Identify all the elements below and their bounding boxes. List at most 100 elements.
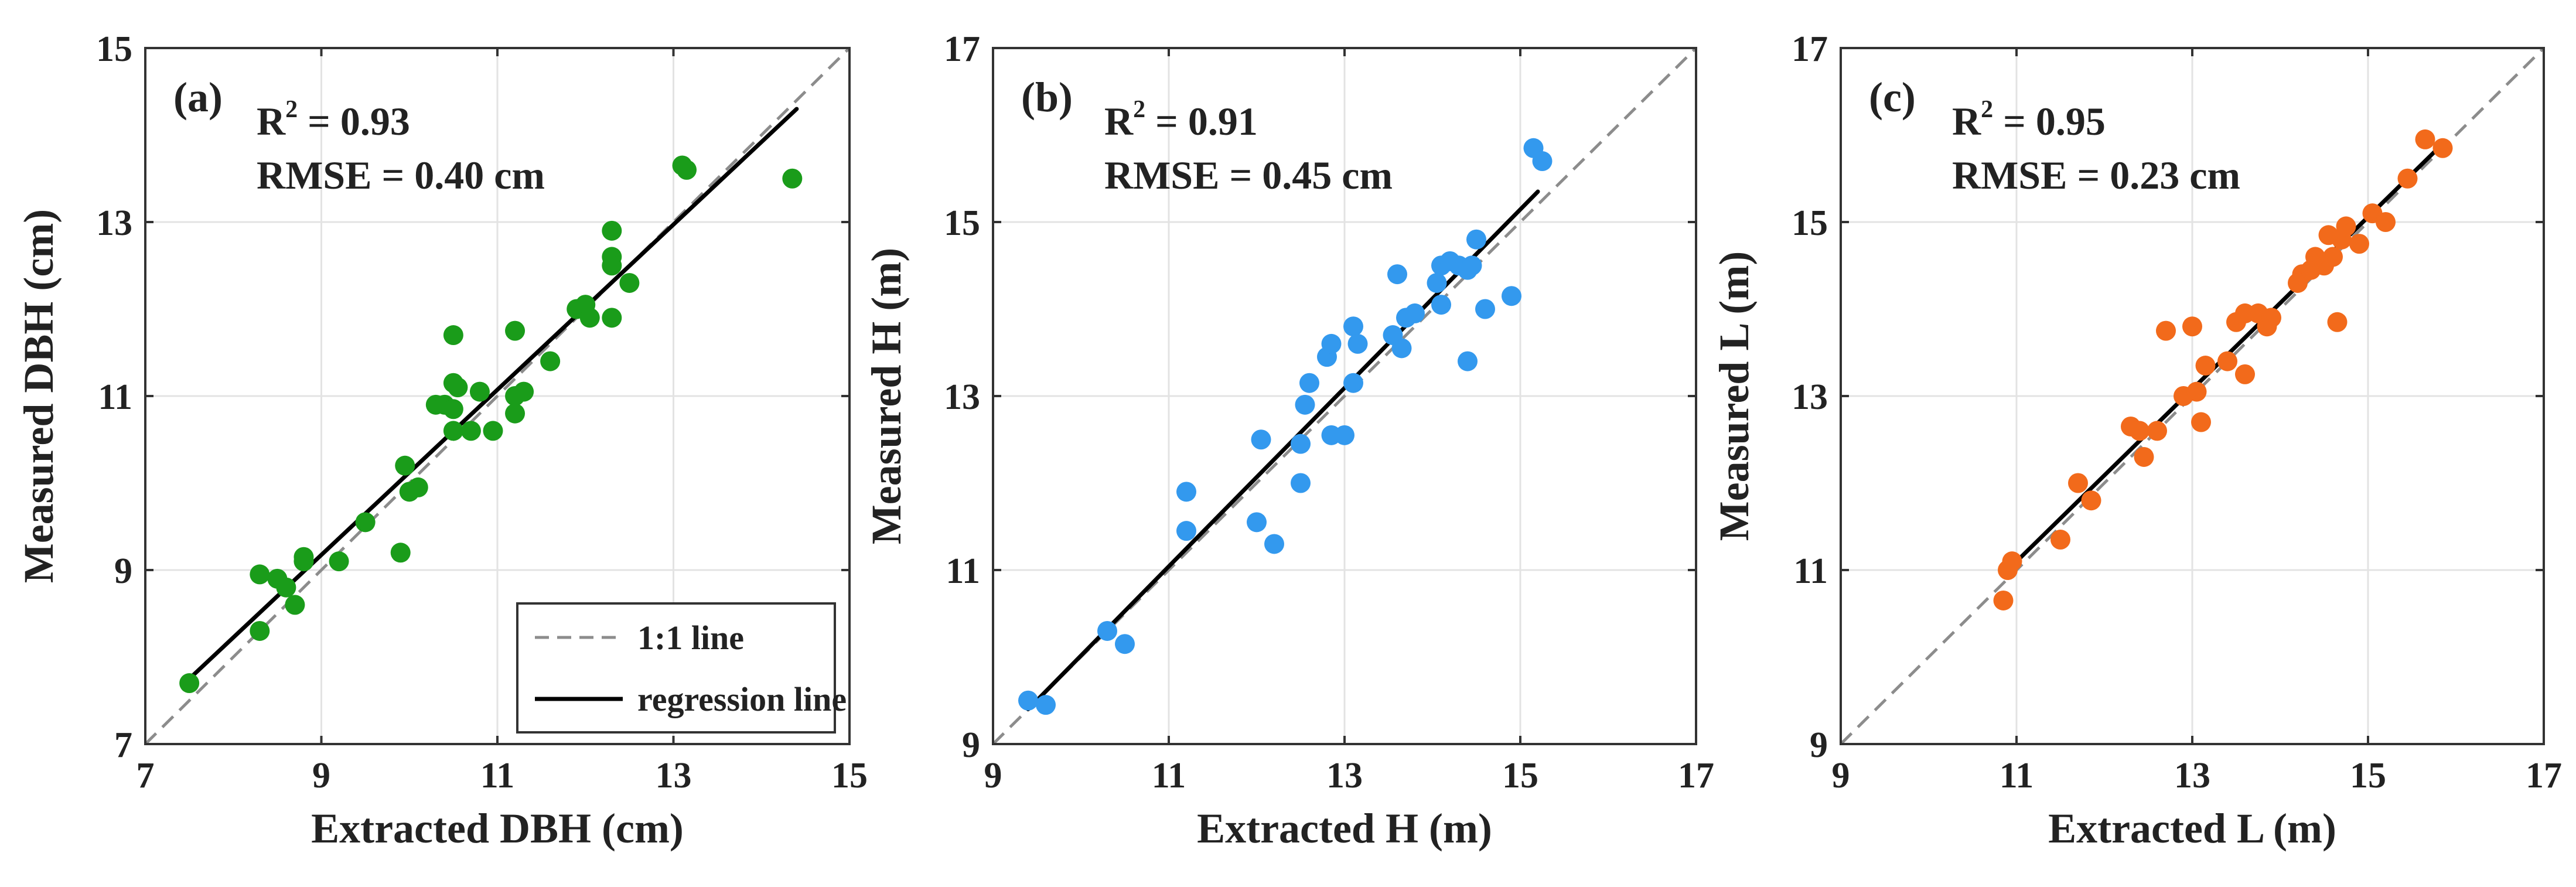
y-tick-label-a-1: 9	[114, 551, 132, 591]
data-point-b-31	[1458, 351, 1478, 371]
data-point-a-28	[540, 351, 561, 371]
panel-label-a: (a)	[173, 74, 223, 121]
data-point-b-0	[1018, 690, 1038, 711]
data-point-a-7	[294, 551, 314, 572]
data-point-b-14	[1321, 333, 1342, 354]
legend-label-a-1: regression line	[637, 680, 847, 718]
data-point-c-33	[2349, 234, 2369, 254]
y-tick-label-c-0: 9	[1810, 725, 1828, 765]
data-point-c-8	[2134, 446, 2154, 467]
data-point-a-33	[602, 255, 622, 276]
data-point-c-30	[2327, 312, 2348, 332]
x-tick-label-a-1: 9	[312, 756, 330, 796]
rmse-text-c: RMSE = 0.23 cm	[1952, 153, 2240, 197]
x-axis-label-a: Extracted DBH (cm)	[311, 805, 684, 852]
data-point-c-7	[2130, 421, 2149, 441]
y-tick-label-a-0: 7	[114, 725, 132, 765]
x-axis-label-b: Extracted H (m)	[1197, 805, 1492, 852]
data-point-a-13	[408, 477, 428, 497]
data-point-b-4	[1176, 482, 1196, 502]
data-point-b-8	[1264, 534, 1284, 554]
y-axis-label-c: Measured L (m)	[1711, 251, 1758, 541]
data-point-a-9	[355, 512, 376, 533]
data-point-a-10	[390, 543, 411, 563]
rmse-text-a: RMSE = 0.40 cm	[257, 153, 545, 197]
data-point-a-36	[619, 272, 640, 293]
data-point-c-12	[2182, 316, 2202, 337]
data-point-c-16	[2217, 351, 2237, 371]
y-tick-label-b-4: 17	[944, 29, 980, 69]
r-squared-value-c: = 0.95	[1993, 99, 2106, 144]
y-tick-label-b-1: 11	[946, 551, 980, 591]
data-point-a-2	[250, 620, 270, 641]
x-tick-label-a-4: 15	[831, 756, 868, 796]
data-point-b-37	[1532, 151, 1553, 172]
data-point-b-12	[1299, 373, 1319, 393]
data-point-b-2	[1097, 620, 1117, 641]
data-point-c-19	[2235, 364, 2255, 384]
r-squared-symbol-b: R	[1104, 99, 1134, 144]
r-squared-superscript-c: 2	[1981, 96, 1993, 123]
data-point-c-14	[2191, 412, 2211, 432]
data-point-b-35	[1502, 286, 1521, 306]
data-point-a-38	[677, 159, 697, 180]
data-point-b-25	[1427, 272, 1447, 293]
data-point-b-26	[1431, 295, 1451, 315]
one-to-one-line-b	[992, 47, 1697, 745]
data-point-a-31	[579, 308, 600, 328]
y-axis-label-b: Measured H (m)	[863, 248, 910, 545]
data-point-b-1	[1036, 695, 1056, 715]
data-point-b-17	[1343, 373, 1363, 393]
data-point-a-25	[505, 320, 526, 341]
y-tick-label-c-4: 17	[1792, 29, 1828, 69]
data-point-c-37	[2415, 129, 2435, 149]
data-point-c-15	[2195, 356, 2216, 376]
y-tick-label-b-2: 13	[944, 377, 980, 417]
data-point-c-3	[2050, 530, 2070, 550]
data-point-b-10	[1291, 434, 1311, 454]
panel-label-c: (c)	[1869, 74, 1916, 121]
data-point-a-11	[395, 455, 415, 476]
data-point-a-16	[443, 325, 463, 346]
data-point-c-0	[1993, 590, 2014, 610]
data-point-c-36	[2397, 168, 2418, 189]
r-squared-value-a: = 0.93	[298, 99, 410, 144]
data-point-c-35	[2376, 212, 2396, 232]
data-point-b-6	[1247, 512, 1267, 533]
data-point-a-24	[505, 403, 526, 424]
r-squared-superscript-b: 2	[1133, 96, 1145, 123]
data-point-a-35	[602, 220, 622, 241]
data-point-a-0	[179, 673, 200, 694]
data-point-b-7	[1251, 429, 1271, 450]
rmse-text-b: RMSE = 0.45 cm	[1104, 153, 1393, 197]
data-point-a-18	[448, 377, 468, 398]
data-point-b-34	[1475, 299, 1495, 319]
data-point-b-3	[1115, 634, 1135, 654]
x-tick-label-b-3: 15	[1502, 756, 1538, 796]
data-point-a-23	[483, 421, 503, 441]
data-point-c-5	[2081, 490, 2101, 511]
y-tick-label-a-3: 13	[96, 203, 132, 243]
r-squared-text-a: R2 = 0.93	[257, 96, 410, 144]
data-point-a-5	[285, 595, 305, 615]
x-tick-label-c-4: 17	[2526, 756, 2562, 796]
data-point-c-22	[2261, 308, 2281, 328]
legend-box-a	[516, 602, 836, 734]
y-tick-label-a-4: 15	[96, 29, 132, 69]
r-squared-superscript-a: 2	[285, 96, 298, 123]
data-point-a-39	[782, 168, 803, 189]
data-point-b-22	[1391, 338, 1412, 359]
panel-b: 9 11 13 15 17 9 11 13 15 17 Extracted H (m) Measure…	[863, 29, 1714, 852]
x-tick-label-a-0: 7	[137, 756, 155, 796]
x-tick-label-b-0: 9	[984, 756, 1002, 796]
data-point-c-38	[2432, 138, 2453, 158]
r-squared-symbol-c: R	[1952, 99, 1981, 144]
data-point-b-32	[1462, 255, 1482, 276]
x-tick-label-c-1: 11	[2000, 756, 2034, 796]
x-tick-label-c-0: 9	[1832, 756, 1850, 796]
data-point-a-1	[250, 564, 270, 585]
legend-label-a-0: 1:1 line	[637, 619, 744, 657]
data-point-c-2	[2002, 551, 2022, 572]
panel-a: 7 9 11 13 15 7 9 11 13 15 Extracted DBH (cm) Measur…	[15, 29, 868, 852]
